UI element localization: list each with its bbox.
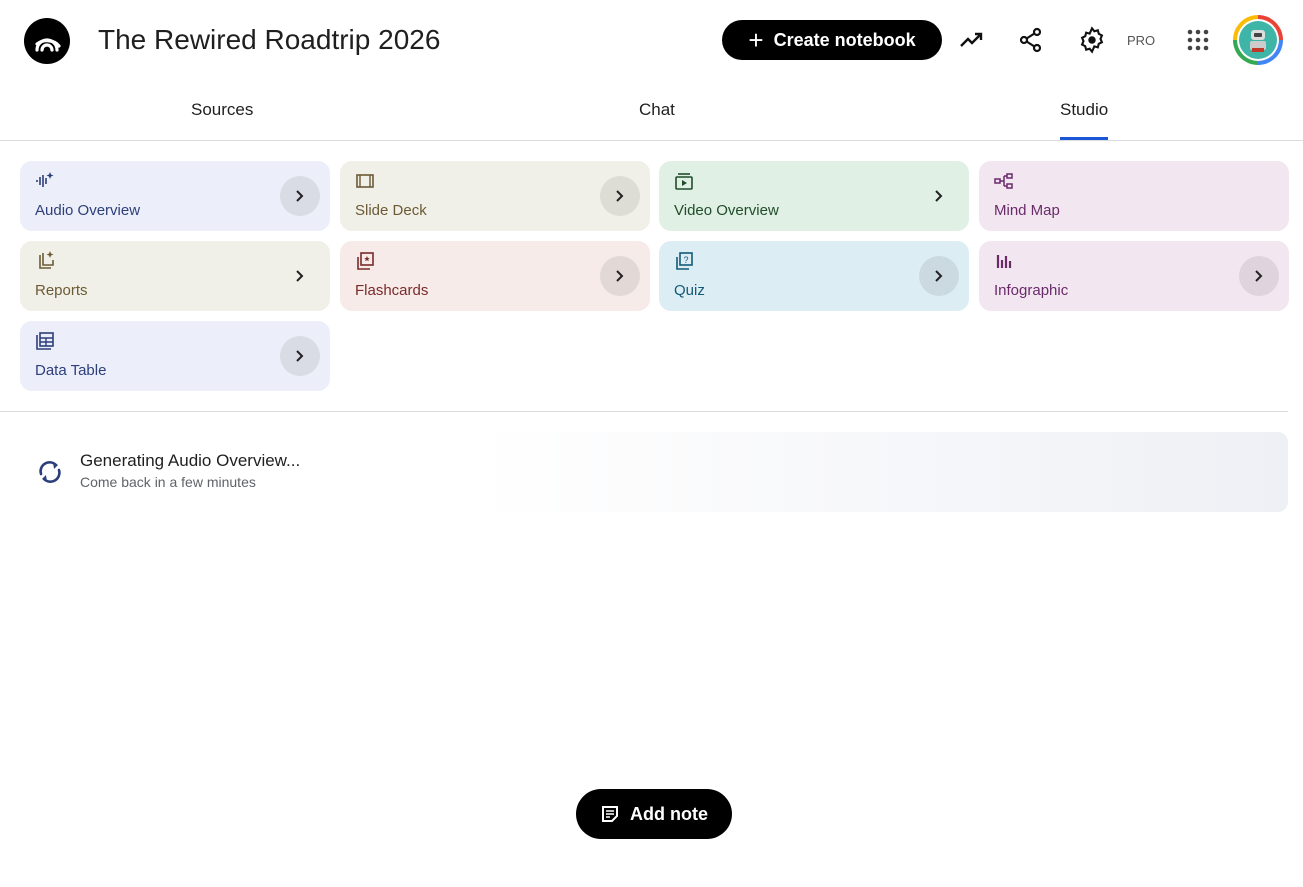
studio-card-label: Slide Deck <box>355 202 427 219</box>
studio-card-data-table[interactable]: Data Table <box>20 321 330 391</box>
data-table-icon <box>35 331 55 351</box>
audio-overview-open-button[interactable] <box>280 176 320 216</box>
note-icon <box>602 806 618 822</box>
studio-card-flashcards[interactable]: Flashcards <box>340 241 650 311</box>
gear-icon <box>1080 26 1104 54</box>
analytics-button[interactable] <box>954 22 990 58</box>
audio-waveform-sparkle-icon <box>35 171 55 191</box>
chevron-right-icon <box>1255 270 1263 282</box>
plus-icon: + <box>748 25 764 55</box>
create-notebook-button[interactable]: + Create notebook <box>722 20 942 60</box>
chevron-right-icon <box>935 270 943 282</box>
quiz-open-button[interactable] <box>919 256 959 296</box>
chevron-right-icon <box>616 190 624 202</box>
tab-studio[interactable]: Studio <box>1060 100 1109 140</box>
settings-button[interactable] <box>1074 22 1110 58</box>
video-icon <box>674 171 694 191</box>
mind-map-icon <box>994 171 1014 191</box>
add-note-button[interactable]: Add note <box>576 789 732 839</box>
flashcards-icon <box>355 251 375 271</box>
share-button[interactable] <box>1013 22 1049 58</box>
apps-grid-icon <box>1187 29 1209 51</box>
generating-audio-overview-item: Generating Audio Overview... Come back i… <box>20 432 1288 512</box>
video-overview-open-button[interactable] <box>919 176 959 216</box>
studio-card-video-overview[interactable]: Video Overview <box>659 161 969 231</box>
studio-card-mind-map[interactable]: Mind Map <box>979 161 1289 231</box>
chevron-right-icon <box>296 190 304 202</box>
notebook-title[interactable]: The Rewired Roadtrip 2026 <box>98 24 441 55</box>
studio-card-label: Mind Map <box>994 202 1060 219</box>
data-table-open-button[interactable] <box>280 336 320 376</box>
section-divider <box>0 411 1288 412</box>
studio-card-label: Data Table <box>35 362 107 379</box>
add-note-label: Add note <box>630 803 708 824</box>
infographic-icon <box>994 251 1014 271</box>
slides-icon <box>355 171 375 191</box>
studio-card-label: Audio Overview <box>35 202 141 219</box>
pro-badge: PRO <box>1127 33 1156 48</box>
share-icon <box>1019 27 1042 53</box>
studio-card-reports[interactable]: Reports <box>20 241 330 311</box>
robot-avatar-icon <box>1250 30 1266 52</box>
report-sparkle-icon <box>35 251 55 271</box>
chevron-right-icon <box>616 270 624 282</box>
generating-title: Generating Audio Overview... <box>80 451 301 470</box>
svg-text:?: ? <box>683 255 688 265</box>
reports-open-button[interactable] <box>280 256 320 296</box>
quiz-icon: ? <box>674 251 694 271</box>
studio-card-label: Reports <box>35 282 88 299</box>
studio-card-label: Flashcards <box>355 282 429 299</box>
flashcards-open-button[interactable] <box>600 256 640 296</box>
chevron-right-icon <box>296 350 304 362</box>
chevron-right-icon <box>296 270 304 282</box>
studio-card-infographic[interactable]: Infographic <box>979 241 1289 311</box>
chevron-right-icon <box>935 190 943 202</box>
sync-icon <box>39 461 61 483</box>
studio-card-quiz[interactable]: ? Quiz <box>659 241 969 311</box>
trending-up-icon <box>960 32 983 47</box>
studio-card-label: Video Overview <box>674 202 779 219</box>
tab-sources[interactable]: Sources <box>191 100 254 119</box>
studio-card-label: Quiz <box>674 282 705 299</box>
app-logo[interactable] <box>24 18 70 64</box>
apps-button[interactable] <box>1180 22 1216 58</box>
infographic-open-button[interactable] <box>1239 256 1279 296</box>
notebook-logo-icon <box>35 38 61 52</box>
slide-deck-open-button[interactable] <box>600 176 640 216</box>
studio-card-audio-overview[interactable]: Audio Overview <box>20 161 330 231</box>
create-notebook-label: Create notebook <box>773 29 916 50</box>
main-tabs: Sources Chat Studio <box>0 84 1303 141</box>
account-avatar[interactable] <box>1233 15 1283 65</box>
studio-card-slide-deck[interactable]: Slide Deck <box>340 161 650 231</box>
studio-card-label: Infographic <box>994 282 1069 299</box>
tab-chat[interactable]: Chat <box>639 100 675 119</box>
generating-subtitle: Come back in a few minutes <box>80 474 256 490</box>
